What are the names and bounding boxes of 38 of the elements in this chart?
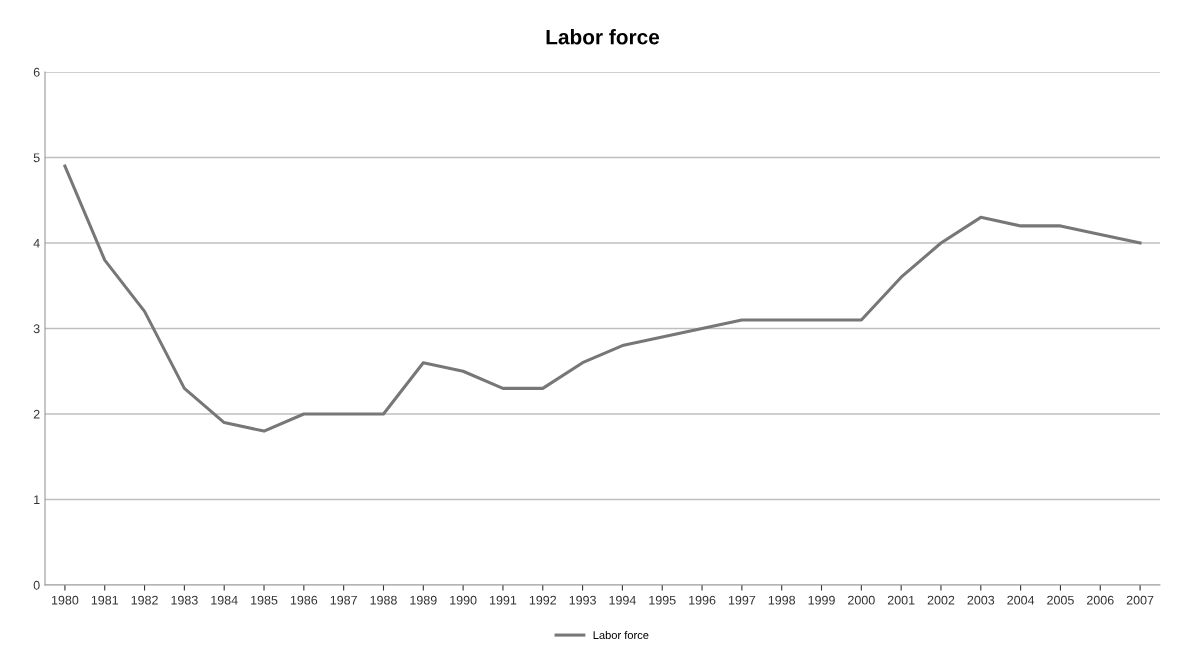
x-tick-label: 1999 bbox=[808, 595, 835, 605]
x-tick-label: 1998 bbox=[768, 595, 796, 605]
x-tick-label: 2003 bbox=[967, 595, 995, 605]
x-tick-label: 2002 bbox=[927, 595, 955, 605]
y-tick-label: 0 bbox=[33, 580, 40, 590]
y-tick-label: 4 bbox=[33, 238, 40, 248]
x-tick-label: 1980 bbox=[51, 595, 79, 605]
x-tick-label: 1990 bbox=[450, 595, 477, 605]
x-tick-label: 1985 bbox=[251, 595, 278, 605]
x-tick-label: 1989 bbox=[410, 595, 437, 605]
x-tick-label: 2007 bbox=[1126, 595, 1154, 605]
x-tick-label: 1986 bbox=[290, 595, 318, 605]
x-tick-label: 1981 bbox=[91, 595, 119, 605]
x-tick-label: 1992 bbox=[529, 595, 557, 605]
chart-title: Labor force bbox=[546, 29, 660, 45]
x-tick-label: 1997 bbox=[728, 595, 756, 605]
y-tick-label: 2 bbox=[33, 409, 40, 419]
y-tick-label: 3 bbox=[33, 324, 40, 334]
x-tick-label: 2006 bbox=[1086, 595, 1114, 605]
x-tick-label: 1996 bbox=[689, 595, 716, 605]
x-tick-label: 1994 bbox=[609, 595, 636, 605]
x-tick-label: 2004 bbox=[1007, 595, 1035, 605]
x-tick-label: 2005 bbox=[1047, 595, 1074, 605]
x-tick-label: 1984 bbox=[211, 595, 238, 605]
x-tick-label: 1991 bbox=[490, 595, 517, 605]
x-tick-label: 1995 bbox=[649, 595, 676, 605]
x-tick-label: 2000 bbox=[848, 595, 875, 605]
y-tick-label: 1 bbox=[34, 495, 40, 505]
x-tick-label: 1982 bbox=[131, 595, 158, 605]
y-tick-label: 6 bbox=[33, 67, 40, 77]
legend-label: Labor force bbox=[593, 630, 649, 640]
y-tick-label: 5 bbox=[33, 153, 40, 163]
line-series bbox=[63, 164, 1142, 433]
x-tick-label: 2001 bbox=[887, 595, 915, 605]
x-tick-label: 1987 bbox=[330, 595, 357, 605]
x-tick-label: 1988 bbox=[370, 595, 397, 605]
x-tick-label: 1993 bbox=[569, 595, 596, 605]
x-tick-label: 1983 bbox=[171, 595, 198, 605]
